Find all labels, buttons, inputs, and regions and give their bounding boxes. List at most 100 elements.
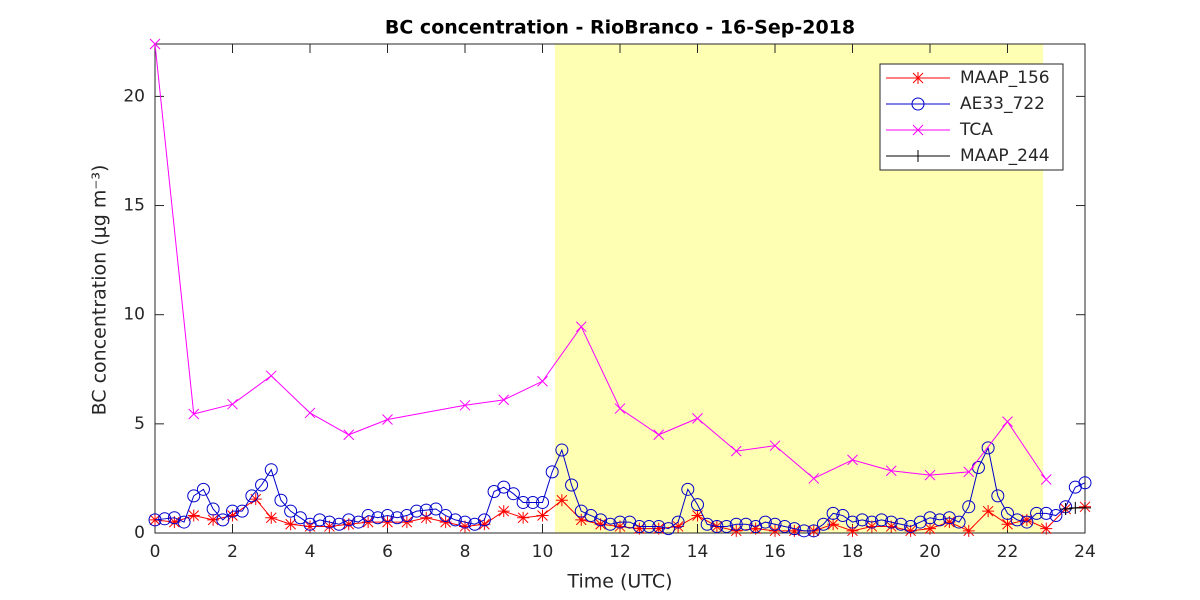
marker <box>1020 515 1034 529</box>
marker <box>614 403 626 414</box>
marker <box>498 394 510 406</box>
marker <box>477 513 491 527</box>
x-tick-label: 16 <box>764 542 786 562</box>
marker <box>410 504 424 518</box>
marker <box>700 517 714 531</box>
marker <box>1010 513 1024 527</box>
marker <box>284 504 298 518</box>
marker <box>778 519 792 533</box>
marker <box>304 407 316 419</box>
marker <box>769 524 781 537</box>
marker <box>536 509 549 522</box>
legend-marker <box>912 124 924 136</box>
marker <box>555 494 568 507</box>
marker <box>672 520 685 533</box>
marker <box>962 524 975 537</box>
marker <box>537 375 548 387</box>
marker <box>226 504 239 518</box>
marker <box>168 516 181 529</box>
marker <box>681 482 695 496</box>
marker <box>982 505 995 518</box>
marker <box>459 520 471 533</box>
marker <box>613 515 627 529</box>
marker <box>1039 506 1053 520</box>
marker <box>497 480 511 494</box>
marker <box>923 511 937 525</box>
marker <box>304 520 316 533</box>
marker <box>517 511 530 524</box>
marker <box>865 515 879 529</box>
marker <box>545 465 559 479</box>
marker <box>439 516 452 529</box>
x-tick-label: 22 <box>997 542 1019 562</box>
marker <box>1040 522 1053 535</box>
marker <box>342 513 356 527</box>
marker <box>594 518 607 531</box>
legend-label: MAAP_156 <box>960 68 1050 88</box>
legend-marker <box>912 72 924 84</box>
series-line <box>154 446 1086 532</box>
marker <box>342 518 355 531</box>
marker <box>827 518 840 531</box>
marker <box>565 478 579 492</box>
marker <box>148 513 162 527</box>
marker <box>671 515 685 529</box>
marker <box>692 413 703 424</box>
x-tick-label: 12 <box>609 542 631 562</box>
marker <box>749 522 762 535</box>
y-tick-label: 10 <box>123 305 145 325</box>
marker <box>826 506 840 520</box>
x-tick-label: 20 <box>919 542 941 562</box>
plot-frame <box>154 43 1086 534</box>
marker <box>293 511 307 525</box>
marker <box>1059 502 1072 515</box>
marker <box>633 522 646 535</box>
marker <box>458 515 472 529</box>
marker <box>943 516 956 529</box>
marker <box>381 516 394 529</box>
x-tick-label: 8 <box>460 542 471 562</box>
marker <box>536 495 549 509</box>
marker <box>797 524 811 538</box>
marker <box>506 487 520 501</box>
marker <box>420 511 433 524</box>
marker <box>362 516 375 529</box>
marker <box>419 503 433 517</box>
marker <box>991 489 1005 503</box>
marker <box>1001 506 1014 520</box>
marker <box>885 520 898 533</box>
legend-label: AE33_722 <box>960 94 1045 114</box>
y-tick-label: 0 <box>134 523 145 543</box>
legend-marker <box>911 97 925 111</box>
marker <box>962 500 976 514</box>
marker <box>149 38 161 50</box>
marker <box>1049 509 1063 523</box>
marker <box>158 512 172 526</box>
marker <box>875 513 889 527</box>
marker <box>720 519 734 533</box>
x-tick-label: 24 <box>1074 542 1096 562</box>
marker <box>235 504 249 518</box>
marker <box>1079 501 1091 514</box>
marker <box>1002 416 1013 428</box>
marker <box>1030 506 1044 520</box>
x-axis-label: Time (UTC) <box>566 571 672 593</box>
marker <box>836 509 850 523</box>
marker <box>226 509 239 522</box>
marker <box>371 511 385 525</box>
marker <box>652 522 665 535</box>
legend-label: MAAP_244 <box>960 146 1050 166</box>
marker <box>400 516 413 529</box>
marker <box>603 517 617 531</box>
marker <box>274 493 288 507</box>
marker <box>653 429 665 441</box>
marker <box>808 473 820 484</box>
marker <box>855 513 869 527</box>
marker <box>516 495 530 509</box>
marker <box>691 509 704 522</box>
marker <box>904 524 917 537</box>
marker <box>1020 513 1033 526</box>
marker <box>187 489 201 503</box>
